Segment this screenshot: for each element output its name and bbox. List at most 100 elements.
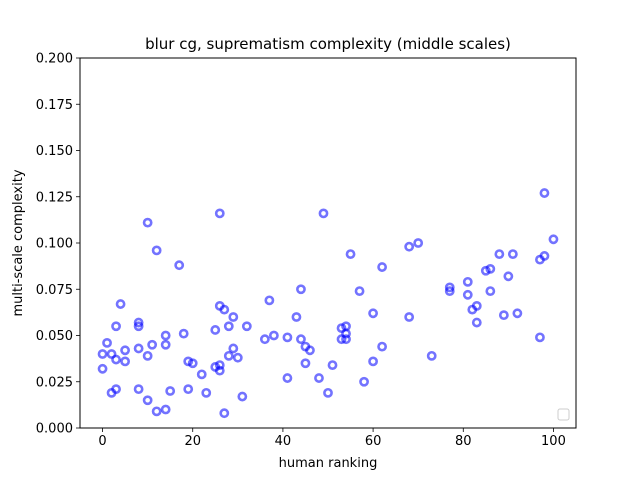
y-tick-label: 0.025 xyxy=(36,375,73,390)
data-point xyxy=(196,369,207,380)
data-point xyxy=(133,343,144,354)
data-point xyxy=(368,308,378,319)
data-point xyxy=(160,339,171,350)
y-tick-label: 0.075 xyxy=(36,283,73,298)
data-point xyxy=(210,325,221,335)
x-tick-label: 80 xyxy=(455,434,472,449)
data-point xyxy=(359,376,369,387)
data-point xyxy=(535,332,545,343)
data-point xyxy=(507,249,518,259)
y-tick-label: 0.175 xyxy=(36,98,73,113)
data-point xyxy=(462,289,473,300)
x-axis-label: human ranking xyxy=(279,456,378,471)
data-point xyxy=(503,271,514,282)
data-point xyxy=(368,356,378,367)
data-point xyxy=(228,343,239,354)
data-points xyxy=(97,188,559,419)
data-point xyxy=(214,208,225,219)
x-tick-label: 0 xyxy=(98,434,106,449)
x-axis-ticks: 0 20 40 60 80 100 xyxy=(98,428,566,449)
data-point xyxy=(223,321,234,332)
data-point xyxy=(485,263,496,274)
data-point xyxy=(498,310,509,321)
data-point xyxy=(354,286,365,296)
data-point xyxy=(444,282,455,293)
data-point xyxy=(97,349,108,359)
data-point xyxy=(539,251,550,261)
data-point xyxy=(165,386,176,396)
data-point xyxy=(160,404,171,415)
data-point xyxy=(115,299,126,309)
data-point xyxy=(133,317,144,328)
y-tick-label: 0.200 xyxy=(36,52,73,67)
y-axis-ticks: 0.000 0.025 0.050 0.075 0.100 0.125 0.150 0.175… xyxy=(36,52,80,437)
data-point xyxy=(336,334,347,345)
data-point xyxy=(151,245,162,256)
data-point xyxy=(291,312,302,322)
data-point xyxy=(151,406,162,417)
x-tick-label: 100 xyxy=(541,434,566,449)
data-point xyxy=(241,321,252,332)
data-point xyxy=(142,350,153,361)
data-point xyxy=(237,391,248,402)
data-point xyxy=(232,352,243,363)
data-point xyxy=(174,260,185,271)
data-point xyxy=(314,373,324,383)
data-point xyxy=(462,276,473,287)
data-point xyxy=(345,249,356,259)
data-point xyxy=(102,337,112,348)
data-point xyxy=(97,363,108,374)
y-tick-label: 0.050 xyxy=(36,329,73,344)
data-point xyxy=(219,304,230,315)
data-point xyxy=(341,334,351,345)
plot-frame xyxy=(79,57,577,429)
data-point xyxy=(323,387,333,398)
data-point xyxy=(377,262,388,272)
y-axis-label: multi-scale complexity xyxy=(11,169,26,316)
data-point xyxy=(413,238,424,248)
x-tick-label: 60 xyxy=(365,434,382,449)
data-point xyxy=(282,373,293,383)
data-point xyxy=(296,334,306,345)
data-point xyxy=(404,241,415,252)
data-point xyxy=(471,300,482,311)
data-point xyxy=(111,321,121,332)
data-point xyxy=(485,286,496,296)
data-point xyxy=(111,354,121,365)
data-point xyxy=(300,358,311,369)
data-point xyxy=(120,345,130,356)
data-point xyxy=(187,358,198,369)
data-point xyxy=(178,328,189,339)
data-point xyxy=(214,365,225,376)
data-point xyxy=(120,356,130,367)
data-point xyxy=(147,339,158,350)
data-point xyxy=(160,330,171,341)
data-point xyxy=(471,317,482,328)
data-point xyxy=(548,234,559,245)
data-point xyxy=(106,349,117,359)
data-point xyxy=(426,350,437,361)
y-tick-label: 0.125 xyxy=(36,190,73,205)
data-point xyxy=(296,284,306,295)
data-point xyxy=(494,249,505,259)
data-point xyxy=(133,321,144,332)
data-point xyxy=(268,330,279,341)
data-point xyxy=(142,395,153,406)
data-point xyxy=(539,188,550,198)
y-tick-label: 0.000 xyxy=(36,422,73,437)
data-point xyxy=(142,217,153,228)
data-point xyxy=(223,350,234,361)
data-point xyxy=(318,208,329,219)
data-point xyxy=(404,312,415,322)
data-point xyxy=(305,345,315,356)
data-point xyxy=(282,332,293,343)
x-tick-label: 20 xyxy=(184,434,201,449)
data-point xyxy=(133,384,144,395)
data-point xyxy=(201,387,212,398)
data-point xyxy=(444,286,455,296)
data-point xyxy=(377,341,388,352)
data-point xyxy=(512,308,523,319)
data-point xyxy=(259,334,270,345)
data-point xyxy=(264,295,275,306)
